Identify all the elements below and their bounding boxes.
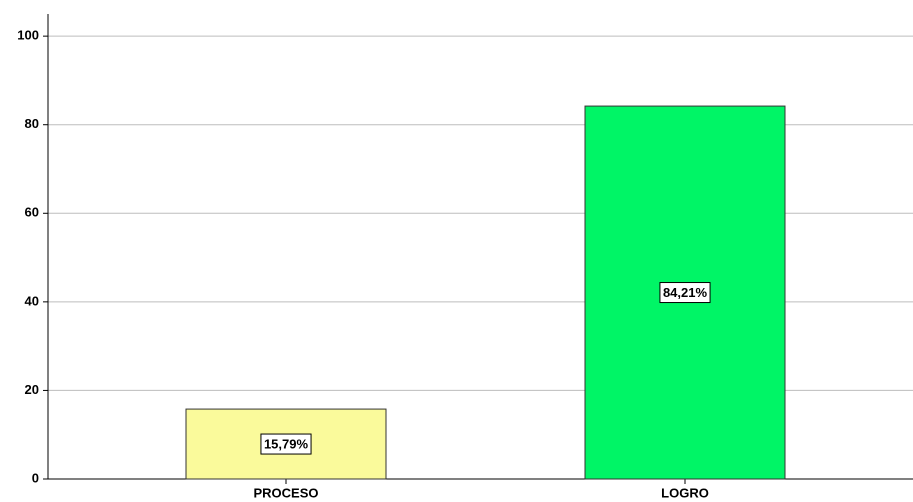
- y-tick-label: 100: [17, 28, 39, 43]
- x-tick-label: LOGRO: [661, 485, 709, 500]
- value-label-box: [659, 282, 711, 304]
- y-tick-label: 0: [32, 470, 39, 485]
- y-tick-label: 40: [25, 293, 39, 308]
- value-label: 15,79%: [264, 436, 309, 451]
- y-tick-label: 80: [25, 116, 39, 131]
- x-tick-label: PROCESO: [253, 485, 318, 500]
- y-tick-label: 20: [25, 382, 39, 397]
- value-label: 84,21%: [663, 285, 708, 300]
- y-tick-label: 60: [25, 205, 39, 220]
- value-label-box: [260, 433, 312, 455]
